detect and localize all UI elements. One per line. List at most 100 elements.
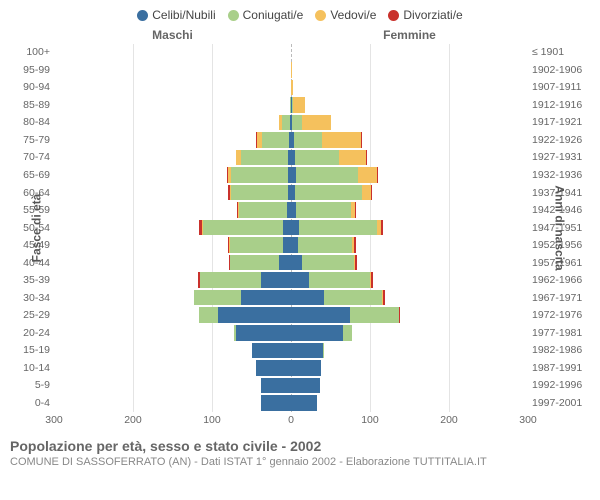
age-tick: 90-94	[10, 79, 54, 97]
bar-female	[291, 290, 502, 306]
chart-subtitle: COMUNE DI SASSOFERRATO (AN) - Dati ISTAT…	[10, 456, 590, 468]
bar-segment	[291, 80, 293, 96]
bar-segment	[283, 220, 291, 236]
bar-segment	[355, 255, 357, 271]
bar-segment	[218, 307, 291, 323]
bar-segment	[291, 220, 299, 236]
bar-female	[291, 343, 415, 359]
header-male: Maschi	[54, 28, 291, 42]
bar-segment	[366, 150, 367, 166]
pyramid-row	[54, 201, 528, 219]
birth-tick: 1967-1971	[528, 289, 590, 307]
pyramid-row	[54, 377, 528, 395]
bar-segment	[399, 307, 400, 323]
bar-male	[118, 237, 291, 253]
birth-tick: 1912-1916	[528, 96, 590, 114]
pyramid-row	[54, 271, 528, 289]
bar-segment	[282, 115, 291, 131]
bar-male	[173, 378, 292, 394]
bar-segment	[343, 325, 351, 341]
bar-female	[291, 132, 474, 148]
ylabel-birth: Anni di nascita	[552, 185, 566, 270]
pyramid-row	[54, 306, 528, 324]
age-tick: 65-69	[10, 166, 54, 184]
bar-male	[76, 290, 291, 306]
age-tick: 75-79	[10, 131, 54, 149]
birth-tick: 1917-1921	[528, 114, 590, 132]
age-tick: 35-39	[10, 271, 54, 289]
bar-segment	[294, 132, 321, 148]
bar-female	[291, 115, 428, 131]
age-tick: 25-29	[10, 306, 54, 324]
bar-female	[291, 272, 489, 288]
bar-female	[291, 150, 480, 166]
bar-segment	[230, 255, 279, 271]
bar-male	[129, 150, 291, 166]
birth-tick: 1927-1931	[528, 149, 590, 167]
bar-segment	[361, 132, 362, 148]
bar-female	[291, 255, 468, 271]
age-tick: 10-14	[10, 359, 54, 377]
bar-segment	[355, 202, 356, 218]
pyramid-row	[54, 359, 528, 377]
bar-female	[291, 395, 402, 411]
bar-segment	[296, 202, 351, 218]
bar-segment	[322, 132, 362, 148]
legend-item: Vedovi/e	[315, 8, 376, 22]
birth-tick: 1962-1966	[528, 271, 590, 289]
bar-segment	[383, 290, 385, 306]
bar-female	[291, 202, 467, 218]
bar-segment	[293, 97, 305, 113]
bar-segment	[295, 150, 339, 166]
x-tick: 100	[203, 414, 221, 426]
bar-segment	[194, 290, 241, 306]
bar-male	[283, 80, 291, 96]
pyramid-row	[54, 149, 528, 167]
age-tick: 30-34	[10, 289, 54, 307]
bar-male	[81, 272, 291, 288]
age-tick: 70-74	[10, 149, 54, 167]
bar-segment	[291, 237, 298, 253]
bar-female	[291, 62, 301, 78]
bar-female	[291, 237, 466, 253]
bar-female	[291, 360, 410, 376]
bar-segment	[302, 255, 354, 271]
x-tick: 0	[288, 414, 294, 426]
age-tick: 5-9	[10, 377, 54, 395]
pyramid-row	[54, 79, 528, 97]
bar-segment	[231, 185, 287, 201]
bar-segment	[291, 378, 320, 394]
legend-swatch	[315, 10, 326, 21]
bar-segment	[324, 290, 382, 306]
bar-male	[118, 185, 291, 201]
pyramid-row	[54, 184, 528, 202]
bar-segment	[256, 360, 291, 376]
pyramid-row	[54, 324, 528, 342]
bar-segment	[291, 343, 323, 359]
bar-female	[291, 220, 500, 236]
bar-segment	[236, 325, 291, 341]
bar-male	[120, 255, 291, 271]
bar-segment	[299, 220, 378, 236]
chart-container: Celibi/NubiliConiugati/eVedovi/eDivorzia…	[0, 0, 600, 500]
bar-segment	[302, 115, 331, 131]
birth-tick: 1932-1936	[528, 166, 590, 184]
bar-segment	[291, 255, 302, 271]
birth-tick: 1987-1991	[528, 359, 590, 377]
bar-female	[291, 378, 408, 394]
legend-swatch	[388, 10, 399, 21]
x-tick: 200	[440, 414, 458, 426]
x-tick: 300	[519, 414, 537, 426]
birth-tick: 1982-1986	[528, 342, 590, 360]
bar-male	[163, 360, 291, 376]
footer: Popolazione per età, sesso e stato civil…	[10, 438, 590, 468]
birth-tick: 1907-1911	[528, 79, 590, 97]
bar-segment	[296, 167, 358, 183]
x-axis: 3002001000100200300	[10, 414, 590, 428]
pyramid-row	[54, 289, 528, 307]
ylabel-age: Fasce di età	[29, 193, 43, 262]
bar-male	[127, 325, 291, 341]
bar-male	[155, 343, 291, 359]
bar-segment	[291, 360, 321, 376]
x-tick: 200	[124, 414, 142, 426]
